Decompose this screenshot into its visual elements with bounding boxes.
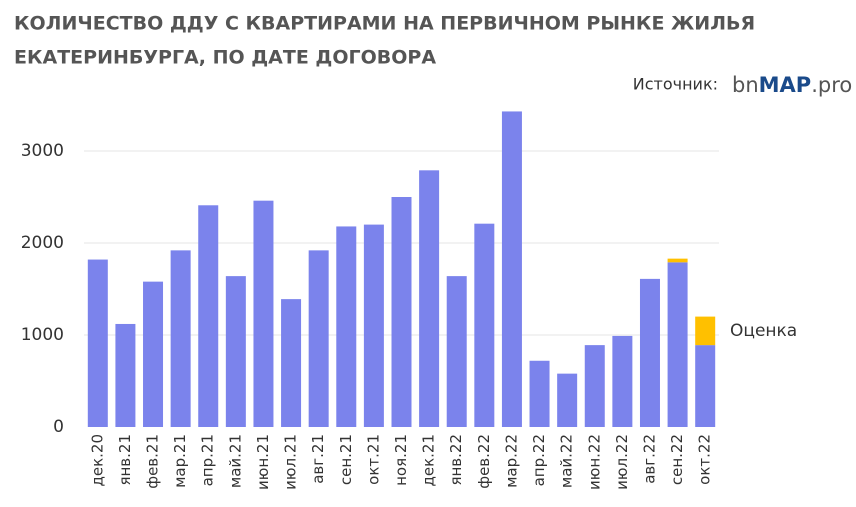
bar — [143, 281, 164, 427]
x-tick-label: дек.20 — [88, 434, 106, 487]
bar — [474, 223, 495, 427]
bar — [253, 200, 274, 427]
chart-title: ЕКАТЕРИНБУРГА, ПО ДАТЕ ДОГОВОРА — [14, 47, 436, 69]
logo-part: MAP — [759, 73, 812, 97]
bar — [639, 278, 660, 427]
bar — [225, 276, 246, 427]
x-tick-label: фев.21 — [144, 434, 162, 489]
bar — [667, 258, 688, 263]
x-tick-label: янв.21 — [116, 434, 134, 486]
bar — [363, 224, 384, 427]
y-tick-label: 1000 — [21, 325, 64, 345]
x-tick-label: авг.22 — [640, 434, 658, 484]
bar — [391, 197, 412, 427]
bar — [419, 170, 440, 427]
x-tick-label: окт.22 — [696, 434, 714, 485]
bar — [695, 345, 716, 427]
source-logo: bnMAP.pro — [732, 73, 852, 97]
x-tick-label: июн.21 — [254, 434, 272, 490]
logo-part: .pro — [811, 73, 852, 97]
bar — [87, 259, 108, 427]
source-label: Источник: — [633, 75, 718, 94]
x-tick-label: сен.21 — [337, 434, 355, 485]
bar — [612, 335, 633, 427]
x-tick-label: май.21 — [226, 434, 244, 488]
x-tick-label: сен.22 — [668, 434, 686, 485]
x-tick-label: ноя.21 — [392, 434, 410, 486]
y-tick-label: 0 — [53, 417, 64, 437]
bar — [115, 323, 136, 427]
bar — [529, 360, 550, 427]
x-tick-label: мар.22 — [502, 434, 520, 488]
logo-part: bn — [732, 73, 759, 97]
x-tick-label: янв.22 — [447, 434, 465, 486]
bar — [446, 276, 467, 427]
x-tick-label: май.22 — [558, 434, 576, 488]
chart-title: КОЛИЧЕСТВО ДДУ С КВАРТИРАМИ НА ПЕРВИЧНОМ… — [14, 13, 755, 35]
x-tick-label: июл.22 — [613, 434, 631, 490]
x-tick-label: апр.21 — [199, 434, 217, 486]
x-tick-label: фев.22 — [475, 434, 493, 489]
y-tick-label: 2000 — [21, 233, 64, 253]
x-tick-label: мар.21 — [171, 434, 189, 488]
x-tick-label: июл.21 — [282, 434, 300, 490]
bar — [308, 250, 329, 427]
x-tick-label: дек.21 — [420, 434, 438, 487]
x-tick-label: апр.22 — [530, 434, 548, 486]
bar — [557, 373, 578, 427]
series-label: Оценка — [730, 321, 797, 341]
bar — [667, 262, 688, 427]
bar — [281, 299, 302, 427]
x-tick-label: окт.21 — [364, 434, 382, 485]
bar — [336, 226, 357, 427]
bar — [695, 316, 716, 346]
x-tick-label: июн.22 — [585, 434, 603, 490]
bar — [198, 205, 219, 427]
x-tick-label: авг.21 — [309, 434, 327, 484]
bar — [501, 111, 522, 427]
bar — [584, 345, 605, 427]
bar — [170, 250, 191, 427]
y-tick-label: 3000 — [21, 141, 64, 161]
